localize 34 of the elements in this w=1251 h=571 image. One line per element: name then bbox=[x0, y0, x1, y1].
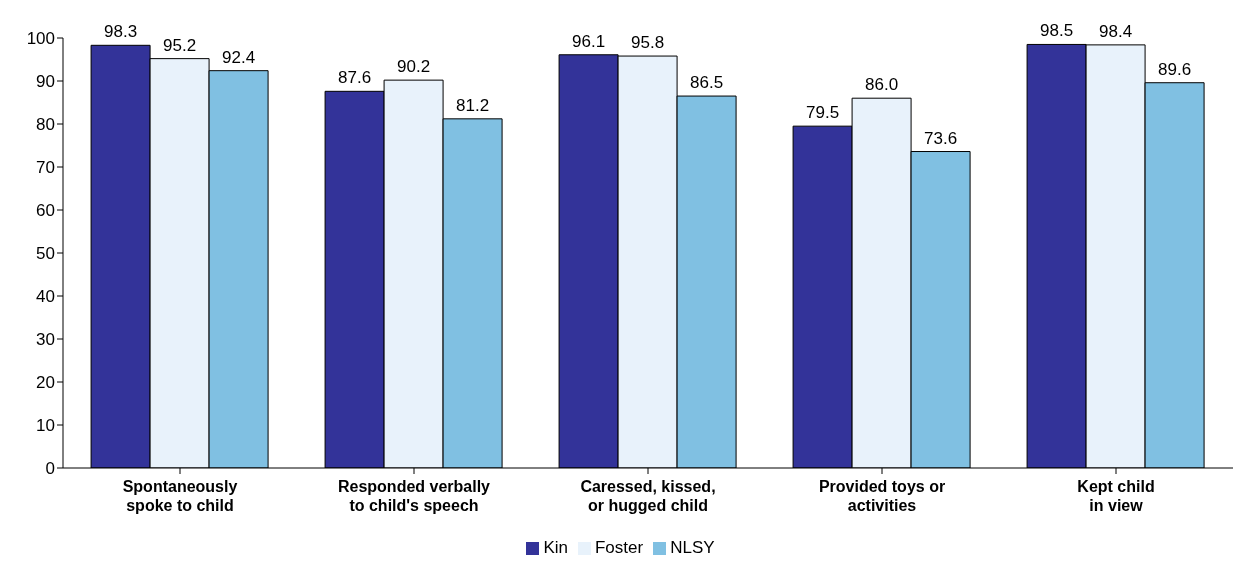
x-tick-label: Kept child in view bbox=[1077, 478, 1155, 514]
y-tick-label: 30 bbox=[36, 330, 55, 350]
data-label: 98.4 bbox=[1099, 21, 1133, 41]
y-tick-label: 80 bbox=[36, 115, 55, 135]
data-label: 81.2 bbox=[456, 95, 490, 115]
data-label: 95.8 bbox=[631, 33, 665, 53]
y-tick-label: 100 bbox=[26, 29, 55, 49]
y-tick-label: 20 bbox=[36, 373, 55, 393]
data-label: 90.2 bbox=[397, 57, 431, 77]
x-tick-label: Caressed, kissed, or hugged child bbox=[580, 478, 716, 514]
y-tick-label: 70 bbox=[36, 158, 55, 178]
y-tick-label: 40 bbox=[36, 287, 55, 307]
data-label: 79.5 bbox=[806, 103, 840, 123]
y-tick-label: 90 bbox=[36, 72, 55, 92]
legend-label: NLSY bbox=[670, 538, 715, 557]
data-label: 96.1 bbox=[572, 31, 606, 51]
y-tick-label: 60 bbox=[36, 201, 55, 221]
x-tick-label: Responded verbally to child's speech bbox=[337, 478, 491, 514]
data-label: 73.6 bbox=[924, 128, 958, 148]
y-tick-label: 0 bbox=[45, 459, 55, 479]
data-label: 95.2 bbox=[163, 35, 197, 55]
data-label: 86.5 bbox=[690, 73, 724, 93]
legend-label: Foster bbox=[594, 538, 644, 557]
x-tick-label: Provided toys or activities bbox=[818, 478, 946, 514]
y-tick-label: 10 bbox=[36, 416, 55, 436]
data-label: 98.3 bbox=[104, 22, 138, 42]
data-label: 92.4 bbox=[222, 47, 256, 67]
data-label: 87.6 bbox=[338, 68, 372, 88]
data-label: 89.6 bbox=[1158, 59, 1192, 79]
data-label: 98.5 bbox=[1040, 21, 1074, 41]
y-tick-label: 50 bbox=[36, 244, 55, 264]
data-label: 86.0 bbox=[865, 75, 899, 95]
x-tick-label: Spontaneously spoke to child bbox=[122, 478, 238, 514]
legend-label: Kin bbox=[543, 538, 568, 557]
